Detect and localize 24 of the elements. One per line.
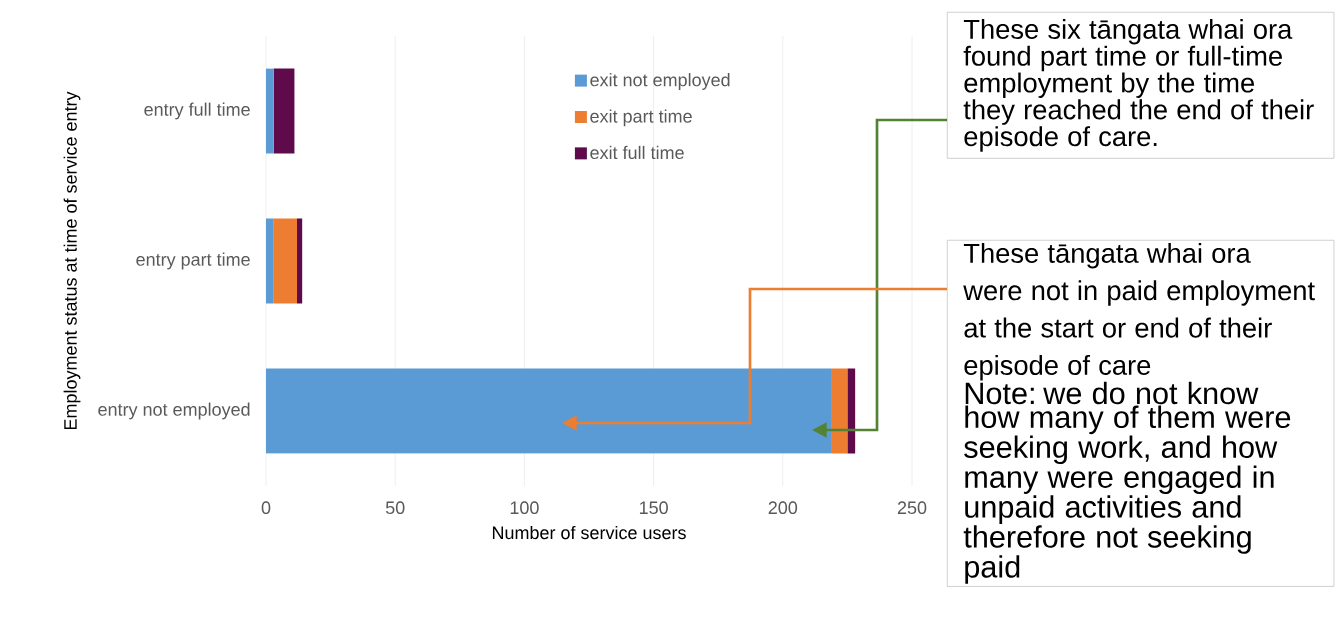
y-tick-label: entry not employed — [98, 402, 250, 420]
x-tick-label: 200 — [768, 501, 798, 515]
bar — [273, 68, 295, 154]
legend-label: exit not employed — [590, 73, 730, 90]
y-tick-label: entry full time — [144, 102, 250, 120]
bar — [831, 368, 848, 454]
bar — [847, 368, 856, 454]
x-tick-label: 0 — [261, 501, 271, 515]
x-tick-label: 250 — [897, 501, 927, 515]
legend-label: exit full time — [590, 145, 684, 160]
y-axis-title: Employment status at time of service entry — [63, 91, 81, 430]
text: These six tāngata whai ora found part time or full-time employment by the time they reached the end of their episode of care. — [963, 18, 1314, 152]
text: These tāngata whai ora were not in paid employment at the start or end of their episode of care — [963, 242, 1315, 381]
bar — [266, 368, 832, 454]
bar — [273, 218, 298, 304]
text: Note: we do not know how many of them were seeking work, and how many were engaged in unpaid activities and therefore not seeking paid — [963, 381, 1291, 584]
bar — [297, 218, 303, 304]
bar — [266, 218, 274, 304]
y-tick-label: entry part time — [136, 252, 250, 270]
x-tick-label: 100 — [510, 501, 539, 515]
x-axis-title: Number of service users — [492, 525, 686, 540]
legend-label: exit part time — [590, 109, 692, 127]
x-tick-label: 150 — [639, 501, 668, 515]
x-tick-label: 50 — [385, 501, 405, 515]
